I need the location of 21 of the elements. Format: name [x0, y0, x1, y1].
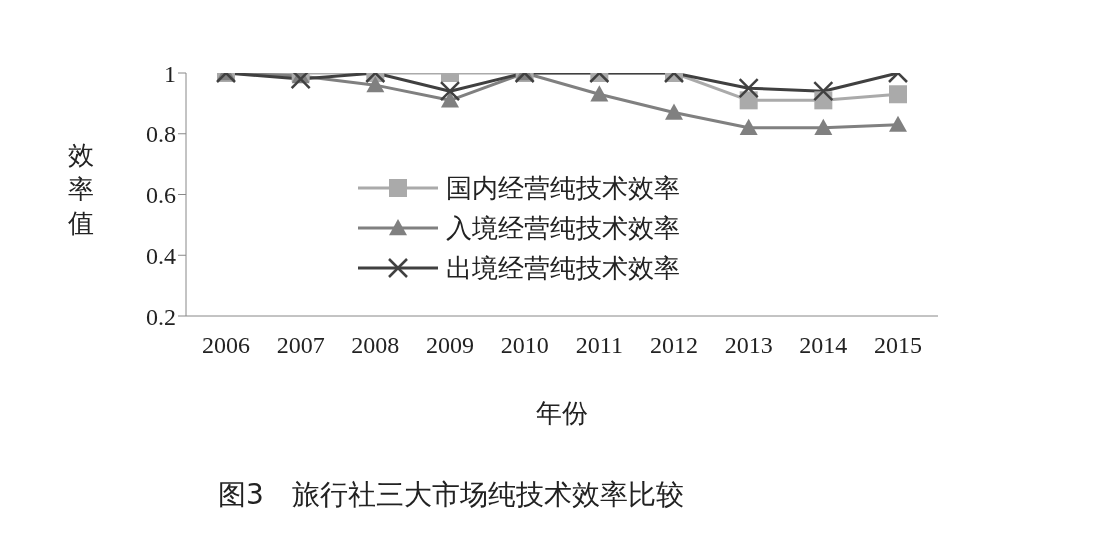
- x-tick-label: 2010: [500, 332, 549, 359]
- legend-label: 国内经营纯技术效率: [446, 171, 680, 205]
- x-tick-label: 2007: [276, 332, 325, 359]
- y-tick-label: 0.4: [146, 242, 176, 269]
- x-tick-label: 2011: [575, 332, 623, 359]
- x-tick-label: 2014: [799, 332, 848, 359]
- x-tick-label: 2009: [426, 332, 474, 359]
- y-tick-label: 1: [164, 60, 176, 87]
- x-tick-label: 2012: [650, 332, 698, 359]
- x-tick-label: 2013: [724, 332, 773, 359]
- x-tick-label: 2008: [351, 332, 400, 359]
- y-tick-label: 0.8: [146, 121, 176, 148]
- legend-label: 入境经营纯技术效率: [446, 211, 680, 245]
- y-tick-label: 0.6: [146, 182, 176, 209]
- y-axis-title: 效率值: [68, 139, 95, 240]
- y-tick-label: 0.2: [146, 303, 176, 330]
- text: 图3 旅行社三大市场纯技术效率比较: [218, 477, 684, 513]
- x-tick-label: 2015: [874, 332, 922, 359]
- x-tick-label: 2006: [202, 332, 250, 359]
- x-axis-title: 年份: [535, 397, 589, 430]
- legend-label: 出境经营纯技术效率: [446, 251, 680, 285]
